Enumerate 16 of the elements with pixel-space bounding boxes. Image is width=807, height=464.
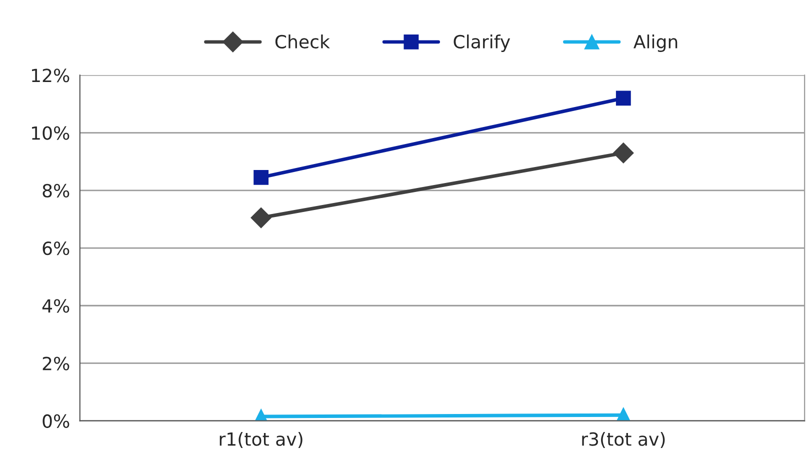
- y-tick-label: 4%: [42, 299, 70, 313]
- legend-label: Align: [634, 34, 678, 52]
- x-tick-label: r1(tot av): [220, 432, 302, 448]
- x-tick-label: r3(tot av): [582, 432, 665, 448]
- legend-label: Clarify: [454, 34, 510, 52]
- point: [254, 170, 269, 185]
- y-tick-label: 0%: [42, 414, 70, 428]
- legend-label: Check: [275, 34, 330, 49]
- y-tick-label: 10%: [32, 126, 70, 140]
- y-tick-label: 12%: [32, 68, 70, 82]
- y-tick-label: 6%: [42, 241, 70, 256]
- y-tick-label: 8%: [42, 184, 70, 198]
- point: [616, 90, 631, 106]
- point: [613, 142, 634, 164]
- y-tick-label: 2%: [42, 356, 70, 370]
- point: [250, 207, 272, 228]
